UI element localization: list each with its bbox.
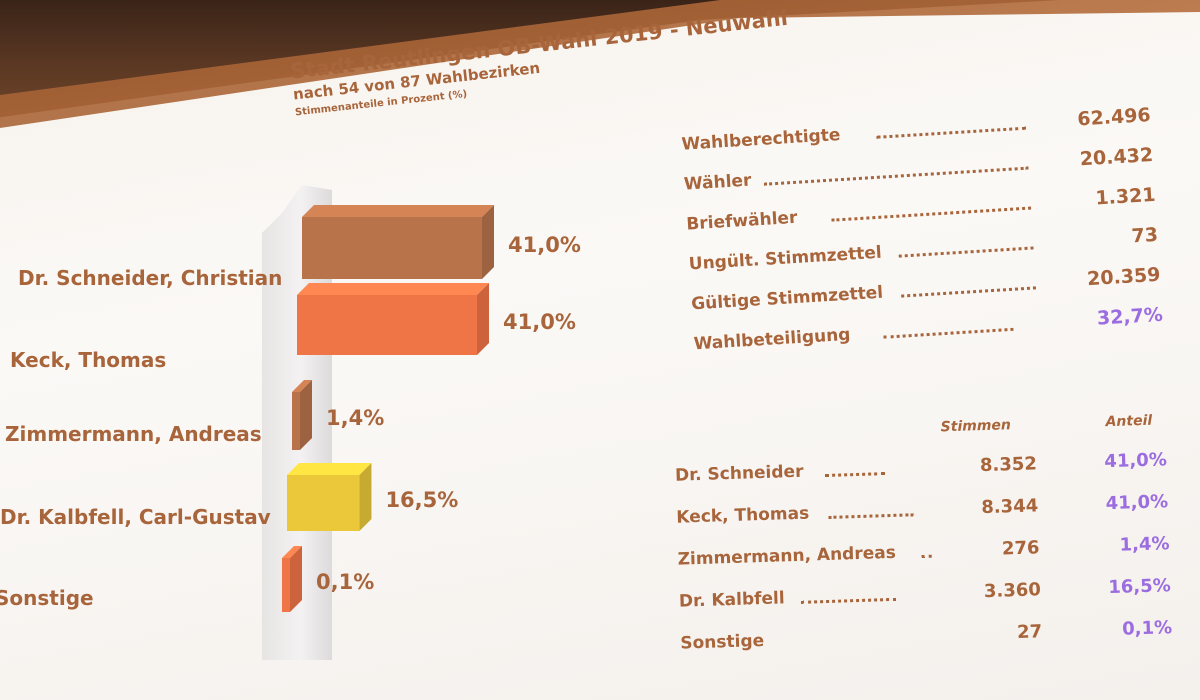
leader-dots [876, 126, 1027, 139]
category-label: Dr. Kalbfell, Carl-Gustav [0, 505, 271, 529]
stat-value: 20.432 [1079, 143, 1154, 171]
stat-label: Wähler [683, 170, 752, 195]
bar-end [477, 283, 489, 355]
leader-dots [883, 327, 1014, 339]
stat-value: 73 [1130, 223, 1159, 248]
leader-dots [801, 597, 897, 604]
value-label: 0,1% [316, 570, 374, 594]
category-label: Zimmermann, Andreas [5, 422, 262, 446]
candidate-share: 41,0% [1104, 449, 1168, 473]
bar-top [287, 463, 372, 475]
leader-dots [901, 286, 1037, 298]
candidate-votes: 8.352 [979, 453, 1038, 477]
candidate-share: 16,5% [1108, 575, 1172, 599]
value-label: 41,0% [503, 310, 576, 334]
bar-end [300, 380, 312, 450]
candidate-votes: 3.360 [983, 579, 1042, 603]
bar-chart-svg: 41,0% Dr. Schneider, Christian 41,0% Keck, … [0, 205, 581, 612]
candidate-name: Keck, Thomas [676, 503, 810, 528]
bar [297, 295, 477, 355]
leader-dots [828, 513, 914, 519]
candidate-name: Dr. Schneider [674, 461, 804, 486]
stat-value: 1.321 [1094, 183, 1157, 210]
bar [302, 217, 482, 279]
candidate-name: Sonstige [680, 631, 765, 654]
bar-top [297, 283, 489, 295]
candidate-votes: 27 [1016, 621, 1043, 644]
bar-end [482, 205, 494, 279]
bar [287, 475, 360, 531]
value-label: 1,4% [326, 406, 384, 430]
candidate-name: Zimmermann, Andreas [677, 542, 897, 570]
bar-end [290, 546, 302, 612]
value-label: 16,5% [385, 488, 458, 512]
stat-value: 20.359 [1086, 263, 1162, 291]
bar [292, 392, 300, 450]
candidate-share: 1,4% [1119, 533, 1170, 556]
turnout-value: 32,7% [1096, 303, 1164, 330]
stats-panel: Wahlberechtigte 62.496 Wähler 20.432 Bri… [660, 88, 1194, 359]
leader-dots [825, 472, 886, 478]
category-label: Sonstige [0, 586, 94, 610]
results-table: Stimmen Anteil Dr. Schneider 8.352 41,0%… [665, 394, 1193, 660]
share-header: Anteil [1105, 412, 1153, 431]
candidate-share: 0,1% [1121, 617, 1173, 640]
bar-top [292, 380, 312, 392]
bar-top [282, 546, 302, 558]
leader-dots [898, 246, 1034, 258]
stat-value: 62.496 [1076, 104, 1152, 131]
category-label: Keck, Thomas [10, 348, 166, 372]
bar [282, 558, 290, 612]
stat-label: Wahlbeteiligung [693, 324, 852, 355]
candidate-name: Dr. Kalbfell [678, 588, 785, 612]
votes-header: Stimmen [940, 417, 1012, 436]
candidate-share: 41,0% [1105, 491, 1169, 515]
leader-dots [921, 554, 932, 559]
bar-end [359, 463, 372, 531]
bar-top [302, 205, 494, 217]
bar-chart: 41,0% Dr. Schneider, Christian 41,0% Keck, … [0, 185, 620, 665]
candidate-votes: 276 [1001, 537, 1040, 560]
category-label: Dr. Schneider, Christian [18, 266, 282, 290]
stat-label: Briefwähler [685, 207, 798, 235]
candidate-votes: 8.344 [980, 495, 1039, 519]
value-label: 41,0% [508, 233, 581, 257]
